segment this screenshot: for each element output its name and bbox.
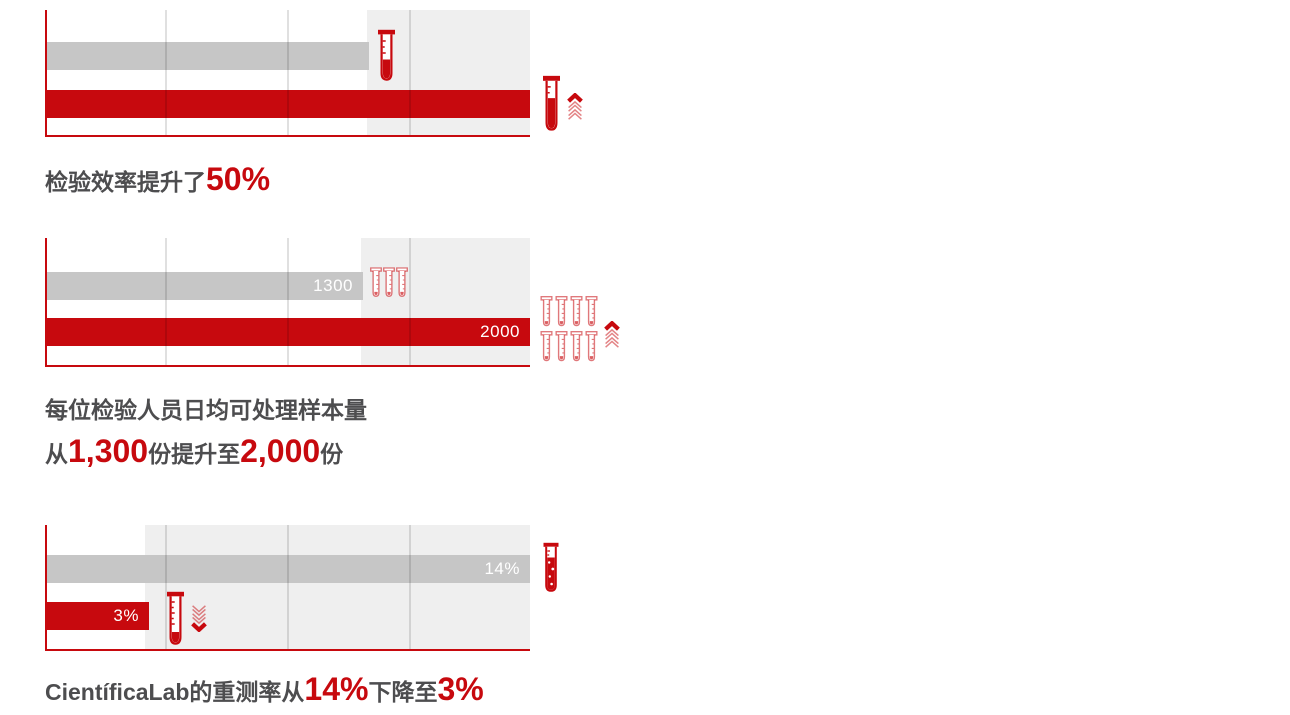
bar-after <box>47 90 530 118</box>
caption-samples-line2: 从1,300份提升至2,000份 <box>45 433 343 470</box>
gridline <box>287 525 289 649</box>
test-tube-icon <box>377 29 396 81</box>
gridline <box>409 10 411 135</box>
gridline <box>409 238 411 365</box>
bar-value-label: 14% <box>484 559 520 578</box>
test-tube-icon <box>166 591 185 645</box>
chevron-up-icon <box>567 93 583 121</box>
bar-value-label: 1300 <box>313 276 353 295</box>
caption-highlight-value: 14% <box>304 671 369 707</box>
caption-highlight-value: 1,300 <box>68 433 149 469</box>
gridline <box>165 525 167 649</box>
plot-area-samples: 1300 2000 <box>45 238 530 367</box>
bar-value-label: 2000 <box>480 322 520 341</box>
plot-area-efficiency <box>45 10 530 137</box>
caption-efficiency: 检验效率提升了50% <box>45 161 270 198</box>
caption-text: 下降至 <box>368 679 438 705</box>
bar-before <box>47 42 369 70</box>
test-tube-group-icon <box>370 266 408 299</box>
bar-value-label: 3% <box>113 606 139 625</box>
gridline <box>409 525 411 649</box>
gridline <box>287 10 289 135</box>
caption-retest: CientíficaLab的重测率从14%下降至3% <box>45 671 484 708</box>
caption-text: 检验效率提升了 <box>45 169 206 195</box>
bar-after: 2000 <box>47 318 530 346</box>
test-tube-group-icon <box>540 331 598 362</box>
caption-samples-line1: 每位检验人员日均可处理样本量 <box>45 397 367 423</box>
caption-highlight-value: 3% <box>437 671 484 707</box>
bar-before: 1300 <box>47 272 363 300</box>
gridline <box>165 10 167 135</box>
caption-text: 份 <box>320 441 344 467</box>
test-tube-icon <box>543 542 559 593</box>
gridline <box>287 238 289 365</box>
chevron-down-icon <box>191 604 207 632</box>
caption-highlight-value: 2,000 <box>240 433 321 469</box>
caption-text: CientíficaLab的重测率从 <box>45 679 305 705</box>
plot-area-retest: 14% 3% <box>45 525 530 651</box>
caption-highlight-value: 50% <box>206 161 271 197</box>
caption-text: 每位检验人员日均可处理样本量 <box>45 397 367 423</box>
gridline <box>165 238 167 365</box>
test-tube-icon <box>542 75 561 131</box>
bar-before: 14% <box>47 555 530 583</box>
chevron-up-icon <box>604 321 620 349</box>
test-tube-group-icon <box>540 296 598 327</box>
reduction-highlight-band <box>145 525 530 649</box>
bar-after: 3% <box>47 602 149 630</box>
caption-text: 从 <box>45 441 68 467</box>
caption-text: 份提升至 <box>148 441 241 467</box>
